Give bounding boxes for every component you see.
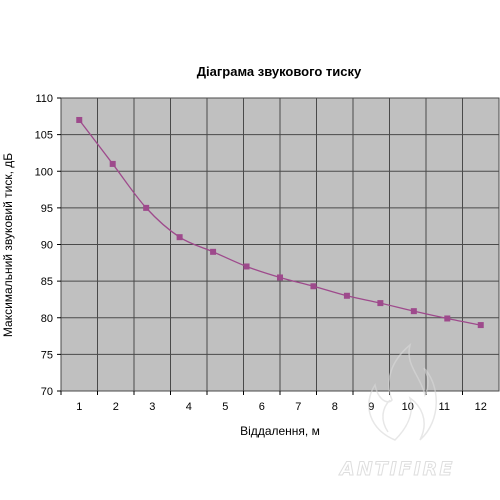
chart-title: Діаграма звукового тиску [197, 64, 362, 79]
y-tick-label: 80 [41, 313, 53, 325]
y-tick-label: 90 [41, 240, 53, 252]
data-point-marker [477, 322, 484, 329]
y-axis-label: Максимальний звуковий тиск, дБ [1, 153, 15, 337]
data-point-marker [343, 292, 350, 299]
x-tick-label: 8 [332, 401, 338, 413]
watermark-logo: ANTIFIRE [338, 342, 454, 481]
x-tick-label: 7 [295, 401, 301, 413]
data-point-marker [243, 263, 250, 270]
data-point-marker [410, 308, 417, 315]
x-tick-label: 12 [475, 401, 487, 413]
y-tick-label: 100 [35, 166, 53, 178]
x-tick-label: 4 [186, 401, 192, 413]
flame-icon [368, 342, 437, 441]
data-point-marker [109, 160, 116, 167]
series-group [76, 116, 484, 329]
data-point-marker [277, 274, 283, 281]
x-tick-label: 1 [76, 401, 82, 413]
data-point-marker [377, 300, 384, 307]
x-tick-label: 9 [368, 401, 374, 413]
data-point-marker [210, 248, 217, 255]
data-point-marker [176, 234, 183, 241]
watermark-text: ANTIFIRE [338, 458, 454, 480]
y-tick-label: 70 [41, 386, 53, 398]
y-tick-label: 85 [41, 276, 53, 288]
x-tick-label: 11 [439, 401, 450, 413]
gridlines [61, 98, 499, 391]
data-point-marker [310, 283, 317, 290]
y-tick-label: 105 [35, 130, 53, 142]
x-axis-ticks: 1 2 3 4 5 6 7 8 9 10 11 12 [60, 391, 487, 413]
y-tick-label: 110 [35, 93, 53, 105]
data-point-marker [444, 315, 451, 322]
data-point-marker [143, 204, 150, 211]
data-point-marker [76, 116, 83, 123]
x-tick-label: 5 [222, 401, 228, 413]
y-axis-ticks: 70 75 80 85 90 95 100 105 110 [35, 93, 61, 398]
x-tick-label: 3 [149, 401, 155, 413]
x-tick-label: 2 [113, 401, 119, 413]
x-axis-label: Віддалення, м [240, 424, 320, 438]
y-tick-label: 95 [41, 203, 53, 215]
x-tick-label: 6 [259, 401, 265, 413]
y-tick-label: 75 [41, 349, 53, 361]
